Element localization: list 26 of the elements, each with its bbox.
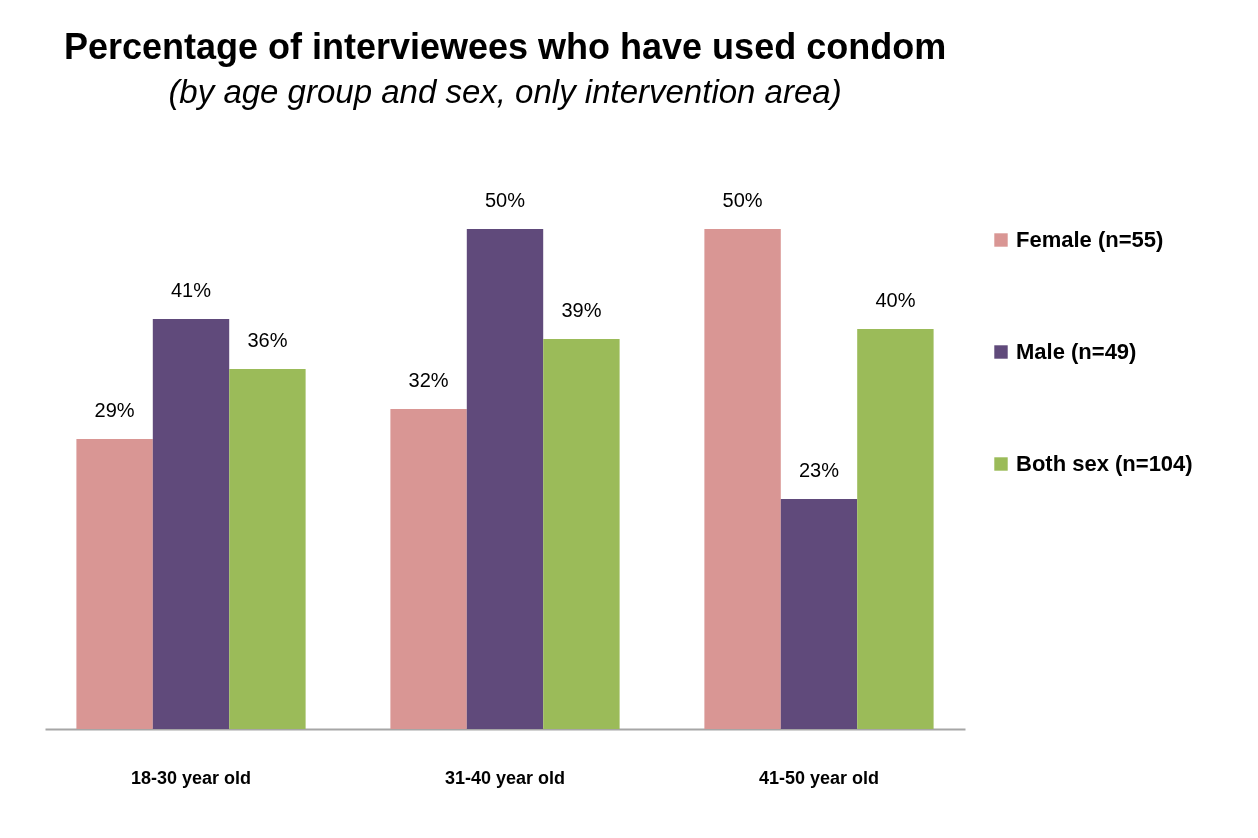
data-label: 50%	[722, 189, 763, 211]
bar	[857, 329, 934, 729]
legend-label: Both sex (n=104)	[1016, 451, 1193, 476]
data-label: 29%	[94, 399, 135, 421]
data-label: 36%	[247, 329, 288, 351]
chart-title: Percentage of interviewees who have used condom	[63, 26, 947, 67]
bar	[152, 319, 230, 729]
data-label: 50%	[484, 189, 526, 211]
bar	[76, 439, 153, 729]
bar	[780, 499, 858, 729]
data-label: 23%	[798, 459, 840, 481]
data-label: 39%	[561, 299, 602, 321]
bar	[704, 229, 781, 729]
bar	[229, 369, 306, 729]
x-tick-label: 18-30 year old	[130, 767, 252, 788]
x-tick-label: 41-50 year old	[758, 767, 880, 788]
bar	[543, 339, 620, 729]
chart-subtitle: (by age group and sex, only intervention area)	[168, 73, 842, 110]
legend-label: Female (n=55)	[1016, 227, 1164, 252]
data-label: 41%	[170, 279, 212, 301]
bar	[390, 409, 467, 729]
data-label: 40%	[875, 289, 916, 311]
x-tick-label: 31-40 year old	[444, 767, 566, 788]
data-label: 32%	[408, 369, 449, 391]
bar	[466, 229, 544, 729]
legend-label: Male (n=49)	[1016, 339, 1137, 364]
